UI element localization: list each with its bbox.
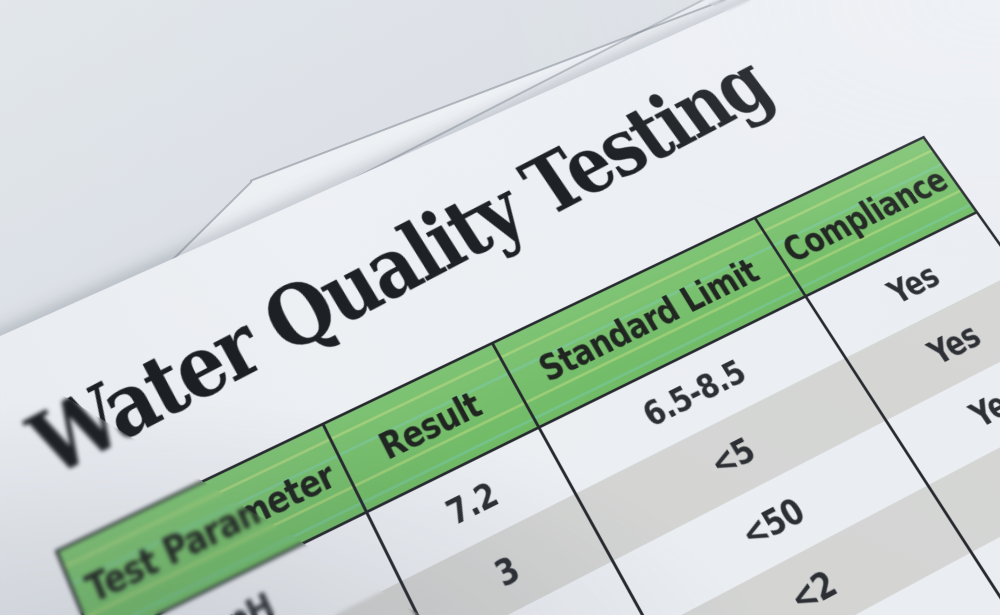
cell-value: Yes: [920, 316, 988, 373]
cell-value: <5: [702, 429, 763, 485]
cell-value: <2: [781, 561, 845, 615]
cell-value: Yes: [879, 257, 946, 312]
header-label: Result: [373, 384, 489, 468]
cell-value: 3: [488, 547, 527, 595]
cell-value: pH: [219, 584, 280, 615]
cell-value: <50: [732, 489, 812, 557]
cell-value: Yes: [961, 377, 1000, 436]
cell-value: 7.2: [439, 474, 505, 534]
